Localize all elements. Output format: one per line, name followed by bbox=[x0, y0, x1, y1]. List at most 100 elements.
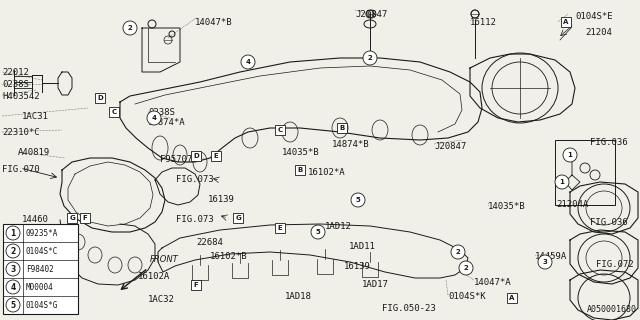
Text: J20847: J20847 bbox=[434, 142, 467, 151]
Text: 14047*A: 14047*A bbox=[474, 278, 511, 287]
Text: FRONT: FRONT bbox=[150, 255, 179, 264]
Text: B: B bbox=[339, 125, 344, 131]
Text: 0238S: 0238S bbox=[148, 108, 175, 117]
Text: 21204A: 21204A bbox=[556, 200, 588, 209]
Text: 0104S*E: 0104S*E bbox=[575, 12, 612, 21]
Text: 21204: 21204 bbox=[585, 28, 612, 37]
Text: 2: 2 bbox=[463, 265, 468, 271]
Circle shape bbox=[351, 193, 365, 207]
Text: 4: 4 bbox=[152, 115, 157, 121]
Bar bbox=[80, 213, 90, 223]
Bar bbox=[191, 280, 201, 290]
Text: 5: 5 bbox=[316, 229, 321, 235]
Text: FIG.073: FIG.073 bbox=[176, 175, 214, 184]
Text: 16102A: 16102A bbox=[138, 272, 170, 281]
Bar bbox=[109, 107, 119, 117]
Bar bbox=[275, 125, 285, 135]
Circle shape bbox=[6, 226, 20, 240]
Bar bbox=[295, 165, 305, 175]
Text: 1AC31: 1AC31 bbox=[22, 112, 49, 121]
Text: E: E bbox=[278, 225, 282, 231]
Text: 09235*A: 09235*A bbox=[26, 228, 58, 237]
Text: 1AD11: 1AD11 bbox=[349, 242, 376, 251]
Text: 3: 3 bbox=[10, 265, 15, 274]
Circle shape bbox=[6, 280, 20, 294]
Bar bbox=[3, 224, 78, 314]
Text: 5: 5 bbox=[10, 300, 15, 309]
Text: 0104S*G: 0104S*G bbox=[26, 300, 58, 309]
Text: 14459A: 14459A bbox=[535, 252, 567, 261]
Text: FIG.050-23: FIG.050-23 bbox=[382, 304, 436, 313]
Text: H403542: H403542 bbox=[2, 92, 40, 101]
Circle shape bbox=[241, 55, 255, 69]
Circle shape bbox=[459, 261, 473, 275]
Circle shape bbox=[538, 255, 552, 269]
Text: B: B bbox=[298, 167, 303, 173]
Text: 2: 2 bbox=[456, 249, 460, 255]
Text: A: A bbox=[509, 295, 515, 301]
Text: FIG.036: FIG.036 bbox=[590, 138, 628, 147]
Circle shape bbox=[147, 111, 161, 125]
Text: 16112: 16112 bbox=[470, 18, 497, 27]
Circle shape bbox=[555, 175, 569, 189]
Circle shape bbox=[563, 148, 577, 162]
Text: F95707: F95707 bbox=[160, 155, 192, 164]
Text: E: E bbox=[214, 153, 218, 159]
Text: FIG.036: FIG.036 bbox=[590, 218, 628, 227]
Bar bbox=[555, 140, 615, 205]
Circle shape bbox=[363, 51, 377, 65]
Text: 3: 3 bbox=[543, 259, 547, 265]
Text: 1: 1 bbox=[568, 152, 572, 158]
Bar bbox=[561, 17, 571, 27]
Text: 14035*B: 14035*B bbox=[282, 148, 319, 157]
Text: FIG.070: FIG.070 bbox=[2, 165, 40, 174]
Text: FIG.072: FIG.072 bbox=[596, 260, 634, 269]
Text: 14874*B: 14874*B bbox=[332, 140, 370, 149]
Circle shape bbox=[6, 244, 20, 258]
Text: 14047*B: 14047*B bbox=[195, 18, 232, 27]
Text: 1AD18: 1AD18 bbox=[285, 292, 312, 301]
Text: 16139: 16139 bbox=[208, 195, 235, 204]
Text: 22310*C: 22310*C bbox=[2, 128, 40, 137]
Text: 2: 2 bbox=[367, 55, 372, 61]
Text: 16139: 16139 bbox=[344, 262, 371, 271]
Bar bbox=[233, 213, 243, 223]
Circle shape bbox=[311, 225, 325, 239]
Text: 5: 5 bbox=[356, 197, 360, 203]
Text: 22684: 22684 bbox=[196, 238, 223, 247]
Text: F: F bbox=[194, 282, 198, 288]
Text: 14874*A: 14874*A bbox=[148, 118, 186, 127]
Text: 1AD17: 1AD17 bbox=[362, 280, 389, 289]
Text: 1AD12: 1AD12 bbox=[325, 222, 352, 231]
Bar bbox=[67, 213, 77, 223]
Text: 0104S*K: 0104S*K bbox=[448, 292, 486, 301]
Text: 22012: 22012 bbox=[2, 68, 29, 77]
Circle shape bbox=[451, 245, 465, 259]
Text: D: D bbox=[193, 153, 199, 159]
Text: 14460: 14460 bbox=[22, 215, 49, 224]
Circle shape bbox=[123, 21, 137, 35]
Text: 16102*A: 16102*A bbox=[308, 168, 346, 177]
Bar bbox=[507, 293, 517, 303]
Text: 16102*B: 16102*B bbox=[210, 252, 248, 261]
Bar bbox=[337, 123, 347, 133]
Text: A: A bbox=[563, 19, 569, 25]
Text: J20847: J20847 bbox=[355, 10, 387, 19]
Bar bbox=[191, 151, 201, 161]
Text: 1: 1 bbox=[559, 179, 564, 185]
Circle shape bbox=[6, 298, 20, 312]
Text: C: C bbox=[111, 109, 116, 115]
Text: 2: 2 bbox=[127, 25, 132, 31]
Text: C: C bbox=[277, 127, 283, 133]
Bar bbox=[275, 223, 285, 233]
Text: A050001680: A050001680 bbox=[587, 305, 637, 314]
Text: M00004: M00004 bbox=[26, 283, 54, 292]
Text: G: G bbox=[235, 215, 241, 221]
Text: A40819: A40819 bbox=[18, 148, 51, 157]
Text: 2: 2 bbox=[10, 246, 15, 255]
Text: F98402: F98402 bbox=[26, 265, 54, 274]
Bar bbox=[95, 93, 105, 103]
Text: G: G bbox=[69, 215, 75, 221]
Text: 4: 4 bbox=[10, 283, 15, 292]
Text: 0238S: 0238S bbox=[2, 80, 29, 89]
